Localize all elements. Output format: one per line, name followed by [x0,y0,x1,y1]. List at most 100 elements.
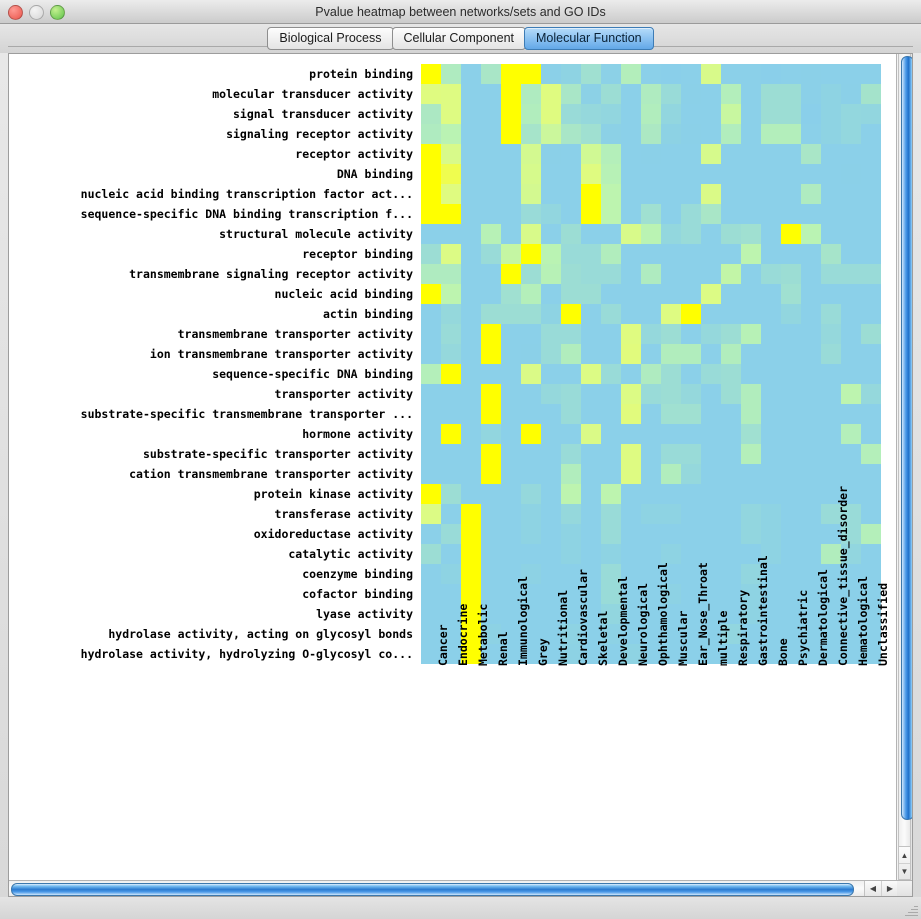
heatmap-cell[interactable] [501,504,521,524]
heatmap-cell[interactable] [581,604,601,624]
heatmap-cell[interactable] [721,564,741,584]
heatmap-cell[interactable] [641,104,661,124]
heatmap-cell[interactable] [701,424,721,444]
heatmap-cell[interactable] [661,124,681,144]
heatmap-cell[interactable] [821,204,841,224]
heatmap-cell[interactable] [781,104,801,124]
heatmap-cell[interactable] [681,424,701,444]
vertical-scrollbar[interactable]: ▲ ▼ [896,54,912,880]
heatmap-cell[interactable] [641,484,661,504]
heatmap-cell[interactable] [861,284,881,304]
heatmap-cell[interactable] [461,164,481,184]
heatmap-cell[interactable] [441,164,461,184]
heatmap-cell[interactable] [701,144,721,164]
heatmap-cell[interactable] [781,404,801,424]
scroll-up-icon[interactable]: ▲ [900,851,909,860]
heatmap-cell[interactable] [441,104,461,124]
heatmap-cell[interactable] [701,304,721,324]
heatmap-cell[interactable] [821,524,841,544]
heatmap-cell[interactable] [501,184,521,204]
heatmap-cell[interactable] [861,124,881,144]
heatmap-cell[interactable] [501,284,521,304]
heatmap-cell[interactable] [741,84,761,104]
heatmap-grid[interactable] [421,64,881,664]
heatmap-cell[interactable] [461,104,481,124]
heatmap-cell[interactable] [601,144,621,164]
heatmap-cell[interactable] [721,344,741,364]
heatmap-cell[interactable] [821,424,841,444]
heatmap-cell[interactable] [541,324,561,344]
heatmap-cell[interactable] [821,224,841,244]
heatmap-cell[interactable] [861,644,881,664]
heatmap-cell[interactable] [761,224,781,244]
heatmap-cell[interactable] [641,144,661,164]
heatmap-cell[interactable] [481,104,501,124]
heatmap-cell[interactable] [641,364,661,384]
heatmap-cell[interactable] [841,504,861,524]
heatmap-cell[interactable] [801,524,821,544]
heatmap-cell[interactable] [581,64,601,84]
heatmap-cell[interactable] [661,364,681,384]
heatmap-cell[interactable] [561,304,581,324]
heatmap-cell[interactable] [861,64,881,84]
heatmap-cell[interactable] [721,224,741,244]
heatmap-cell[interactable] [581,264,601,284]
heatmap-cell[interactable] [741,644,761,664]
heatmap-cell[interactable] [561,204,581,224]
resize-grip-icon[interactable] [904,903,918,917]
heatmap-cell[interactable] [501,144,521,164]
heatmap-cell[interactable] [861,504,881,524]
heatmap-cell[interactable] [701,324,721,344]
heatmap-cell[interactable] [841,644,861,664]
heatmap-cell[interactable] [581,164,601,184]
heatmap-cell[interactable] [701,124,721,144]
heatmap-cell[interactable] [561,584,581,604]
heatmap-cell[interactable] [561,624,581,644]
heatmap-cell[interactable] [421,204,441,224]
heatmap-cell[interactable] [601,224,621,244]
heatmap-cell[interactable] [801,644,821,664]
heatmap-cell[interactable] [761,464,781,484]
heatmap-cell[interactable] [821,284,841,304]
heatmap-cell[interactable] [501,124,521,144]
heatmap-cell[interactable] [761,564,781,584]
heatmap-cell[interactable] [721,504,741,524]
heatmap-cell[interactable] [521,64,541,84]
heatmap-cell[interactable] [541,204,561,224]
heatmap-cell[interactable] [621,204,641,224]
heatmap-cell[interactable] [761,484,781,504]
heatmap-cell[interactable] [661,344,681,364]
heatmap-cell[interactable] [861,224,881,244]
heatmap-cell[interactable] [741,244,761,264]
heatmap-cell[interactable] [821,244,841,264]
heatmap-cell[interactable] [741,424,761,444]
heatmap-cell[interactable] [441,644,461,664]
heatmap-cell[interactable] [581,204,601,224]
heatmap-cell[interactable] [861,324,881,344]
heatmap-cell[interactable] [561,64,581,84]
heatmap-cell[interactable] [461,344,481,364]
heatmap-cell[interactable] [641,284,661,304]
heatmap-cell[interactable] [441,364,461,384]
heatmap-cell[interactable] [661,144,681,164]
heatmap-cell[interactable] [461,484,481,504]
heatmap-cell[interactable] [621,324,641,344]
heatmap-cell[interactable] [501,424,521,444]
heatmap-cell[interactable] [521,644,541,664]
heatmap-cell[interactable] [421,104,441,124]
heatmap-cell[interactable] [541,584,561,604]
heatmap-cell[interactable] [541,544,561,564]
heatmap-cell[interactable] [761,244,781,264]
heatmap-cell[interactable] [781,624,801,644]
heatmap-cell[interactable] [461,224,481,244]
heatmap-cell[interactable] [481,624,501,644]
heatmap-cell[interactable] [761,144,781,164]
heatmap-cell[interactable] [741,444,761,464]
heatmap[interactable] [421,64,881,664]
heatmap-cell[interactable] [521,544,541,564]
heatmap-cell[interactable] [821,384,841,404]
heatmap-cell[interactable] [721,444,741,464]
heatmap-cell[interactable] [461,124,481,144]
heatmap-cell[interactable] [561,184,581,204]
heatmap-cell[interactable] [781,564,801,584]
